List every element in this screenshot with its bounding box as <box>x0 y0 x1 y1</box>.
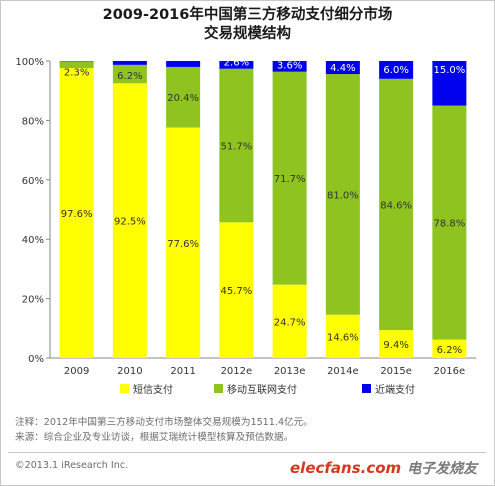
chart-title-line-2: 交易规模结构 <box>204 26 291 42</box>
bar-segment <box>219 222 254 358</box>
legend-swatch <box>362 384 371 393</box>
footer-divider <box>8 452 486 453</box>
chart-notes: 注释：2012年中国第三方移动支付市场整体交易规模为1511.4亿元。 来源：综… <box>15 415 313 445</box>
data-label: 3.6% <box>277 61 302 72</box>
data-label: 2.3% <box>64 67 89 78</box>
data-label: 77.6% <box>167 239 199 250</box>
bar-segment <box>166 61 201 67</box>
stacked-bar-chart: 0% 20% 40% 60% 80% 100% 97.6% 2.3% 2009 92.5% 6.2%… <box>15 57 476 396</box>
data-label: 6.0% <box>383 65 408 76</box>
data-label: 15.0% <box>433 65 465 76</box>
legend-swatch <box>214 384 223 393</box>
x-tick-label: 2012e <box>221 366 253 377</box>
data-label: 4.4% <box>330 63 355 74</box>
x-tick-label: 2013e <box>274 366 306 377</box>
legend-label: 移动互联网支付 <box>227 383 297 396</box>
source-line: 来源：综合企业及专业访谈，根据艾瑞统计模型核算及预估数据。 <box>15 432 294 443</box>
bar-segment <box>166 127 201 358</box>
bar-segment <box>325 74 360 315</box>
bar-segment <box>272 284 307 358</box>
data-label: 51.7% <box>220 141 252 152</box>
x-tick-label: 2015e <box>380 366 412 377</box>
bar-segment <box>272 61 307 72</box>
note-line: 注释：2012年中国第三方移动支付市场整体交易规模为1511.4亿元。 <box>15 417 313 428</box>
data-label: 81.0% <box>327 190 359 201</box>
legend-swatch <box>120 384 129 393</box>
data-label: 6.2% <box>437 345 462 356</box>
data-label: 78.8% <box>433 219 465 230</box>
bar-segment <box>379 78 414 331</box>
bar-segment <box>112 64 147 84</box>
data-label: 71.7% <box>274 174 306 185</box>
bar-segment <box>272 71 307 285</box>
x-tick-label: 2016e <box>434 366 466 377</box>
bar-segment <box>59 61 94 69</box>
x-tick-label: 2010 <box>117 366 142 377</box>
legend-label: 近端支付 <box>375 383 415 396</box>
bar-segment <box>219 61 254 69</box>
data-label: 6.2% <box>117 71 142 82</box>
y-tick-label: 60% <box>22 176 44 187</box>
x-tick-label: 2014e <box>327 366 359 377</box>
data-label: 45.7% <box>220 286 252 297</box>
bar-segment <box>166 66 201 128</box>
x-tick-label: 2009 <box>64 366 89 377</box>
legend-label: 短信支付 <box>133 383 173 396</box>
data-label: 24.7% <box>274 317 306 328</box>
y-tick-label: 100% <box>15 57 44 68</box>
bar-segment <box>219 68 254 223</box>
data-label: 84.6% <box>380 200 412 211</box>
y-tick-label: 80% <box>22 116 44 127</box>
y-tick-label: 20% <box>22 295 44 306</box>
bar-segment <box>379 330 414 358</box>
bar-segment <box>432 61 467 106</box>
data-label: 2.6% <box>224 58 249 69</box>
bar-segment <box>379 61 414 79</box>
y-tick-label: 0% <box>28 354 44 365</box>
watermark-cn: 电子发烧友 <box>407 461 478 477</box>
watermark-site: elecfans.com <box>290 459 402 477</box>
bar-segment <box>112 83 147 359</box>
watermark-logo: elecfans.com 电子发烧友 <box>290 458 477 478</box>
chart-title: 2009-2016年中国第三方移动支付细分市场 交易规模结构 <box>0 6 495 44</box>
bar-segment <box>432 105 467 340</box>
data-label: 14.6% <box>327 332 359 343</box>
data-label: 92.5% <box>114 217 146 228</box>
data-label: 9.4% <box>383 340 408 351</box>
bar-segment <box>325 61 360 75</box>
bar-segment <box>112 61 147 65</box>
chart-title-line-1: 2009-2016年中国第三方移动支付细分市场 <box>102 7 393 23</box>
copyright-text: ©2013.1 iResearch Inc. <box>15 460 129 471</box>
data-label: 97.6% <box>61 209 93 220</box>
y-tick-label: 40% <box>22 235 44 246</box>
bar-segment <box>432 339 467 358</box>
bar-segment <box>59 68 94 359</box>
data-label: 20.4% <box>167 93 199 104</box>
bar-segment <box>325 314 360 358</box>
x-tick-label: 2011 <box>170 366 195 377</box>
